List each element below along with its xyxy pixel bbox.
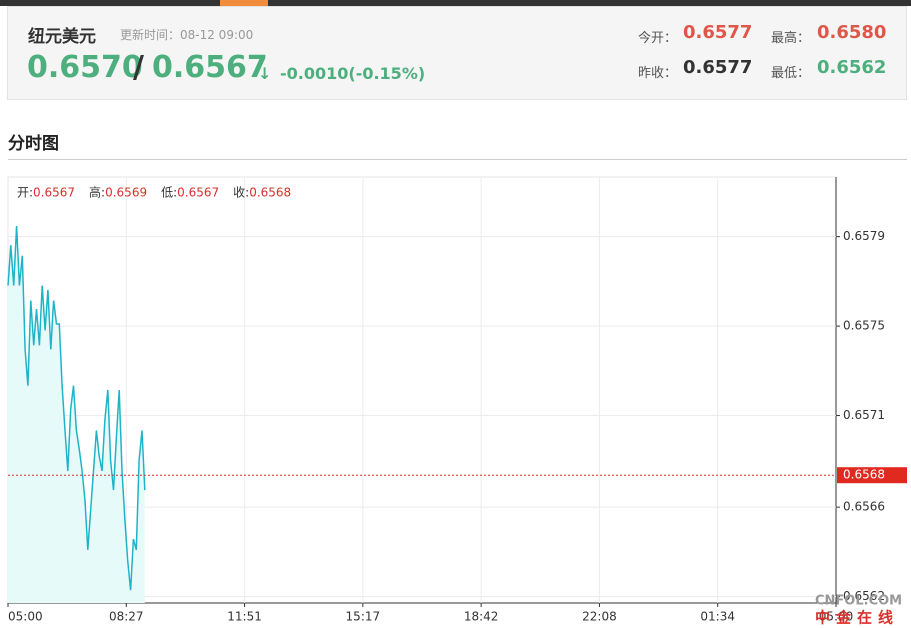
quote-header	[7, 6, 907, 100]
arrow: ↓	[258, 64, 272, 83]
separator: /	[133, 50, 144, 85]
x-tick-label: 05:00	[819, 610, 854, 624]
stat-label: 今开：	[638, 31, 678, 46]
ohlc-label: 高:	[89, 185, 105, 200]
x-tick-label: 05:00	[8, 610, 43, 624]
last-price-label: 0.6568	[843, 468, 885, 482]
plot-frame	[7, 176, 837, 604]
ask: 0.6567	[152, 50, 268, 85]
pair-title: 纽元美元	[28, 27, 96, 47]
stat-value: 0.6577	[683, 57, 753, 78]
stat-value: 0.6562	[817, 57, 887, 78]
update-time: 更新时间：08-12 09:00	[120, 28, 254, 42]
x-tick-label: 15:17	[346, 610, 381, 624]
change: -0.0010(-0.15%)	[280, 64, 426, 83]
stat-label: 最低：	[771, 66, 811, 81]
ohlc-label: 低:	[161, 186, 177, 200]
watermark-name: 中金在线	[815, 609, 899, 627]
ohlc-value: 0.6568	[249, 186, 291, 200]
stat-value: 0.6577	[683, 22, 753, 43]
x-tick-label: 11:51	[227, 610, 262, 624]
ohlc-label: 收:	[233, 186, 249, 200]
top-bar	[0, 0, 911, 6]
top-bar-active	[220, 0, 268, 6]
x-tick-label: 08:27	[109, 610, 144, 624]
y-tick-label: 0.6566	[843, 500, 885, 514]
stat-value: 0.6580	[817, 22, 887, 43]
y-tick-label: 0.6579	[843, 229, 885, 243]
price-line	[7, 225, 146, 591]
area	[8, 226, 145, 603]
ohlc-value: 0.6567	[177, 186, 219, 200]
y-tick-label: 0.6571	[843, 408, 885, 422]
x-tick-label: 18:42	[464, 610, 499, 624]
x-tick-label: 22:08	[582, 610, 617, 624]
stat-label: 昨收：	[638, 66, 678, 81]
stat-label: 最高：	[771, 31, 811, 46]
divider	[8, 159, 907, 160]
ohlc-label: 开:	[17, 186, 33, 200]
watermark-site: CNFOL.COM	[815, 594, 902, 609]
last-price-tag	[837, 467, 907, 484]
x-tick-label: 01:34	[700, 610, 735, 624]
bid: 0.6570	[27, 50, 143, 85]
ohlc-value: 0.6567	[33, 186, 75, 200]
y-tick-label: 0.6562	[843, 589, 885, 603]
y-tick-label: 0.6575	[843, 319, 885, 333]
section-title: 分时图	[8, 134, 59, 154]
ohlc-value: 0.6569	[105, 186, 147, 200]
